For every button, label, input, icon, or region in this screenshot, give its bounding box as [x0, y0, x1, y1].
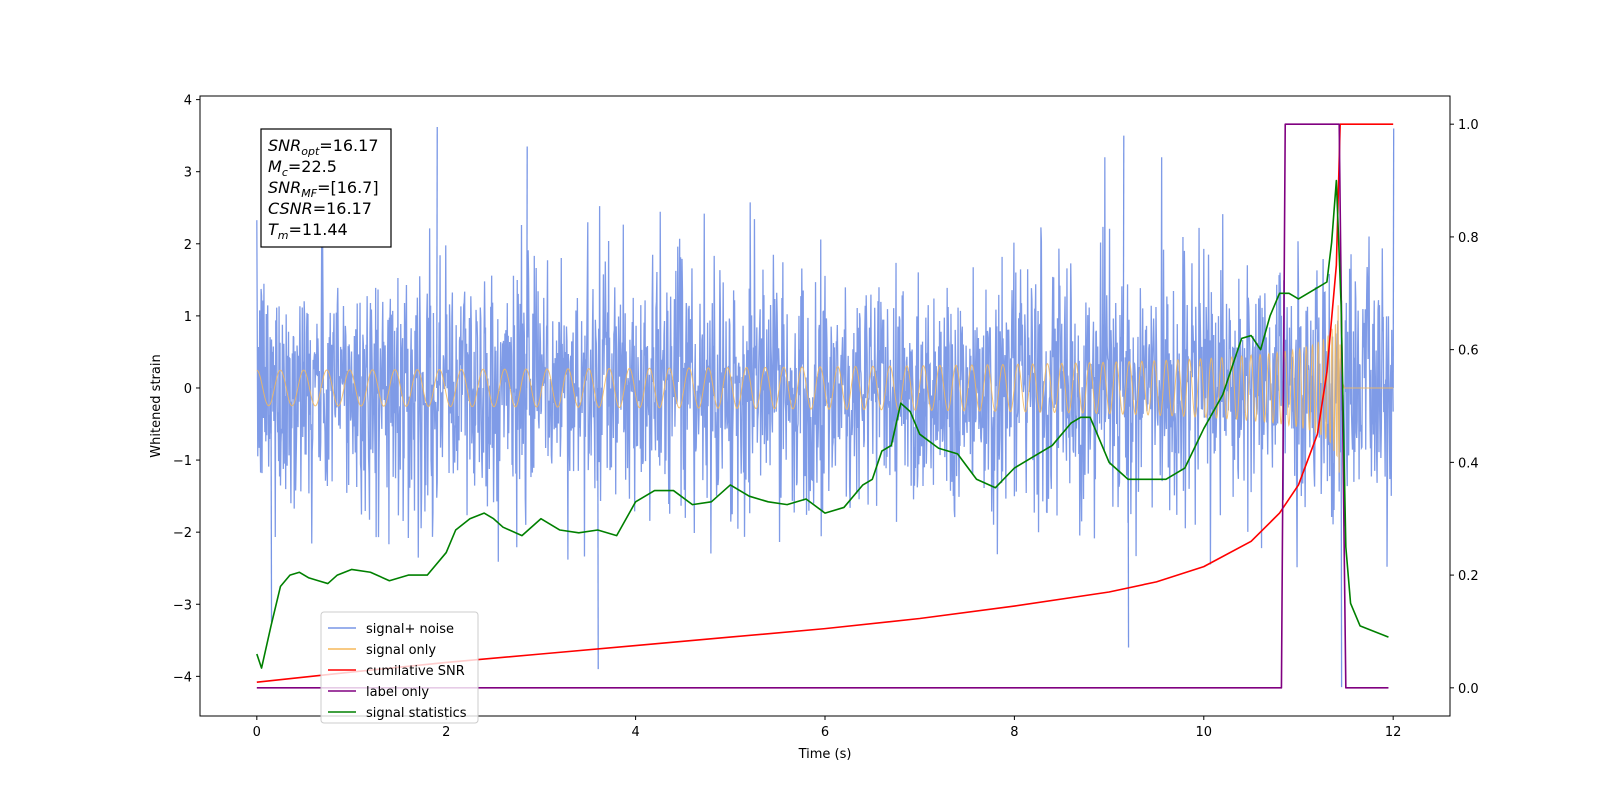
annotation-line: SNRopt=16.17 — [268, 136, 379, 158]
legend: signal+ noise signal only cumilative SNR la… — [320, 611, 479, 724]
annotation-box: SNRopt=16.17Mc=22.5SNRMF=[16.7]CSNR=16.1… — [260, 128, 392, 248]
annotation-frame — [260, 128, 392, 248]
y-right-tick-label: 0.6 — [1458, 344, 1479, 359]
noise-peak — [270, 387, 273, 623]
noise-peak — [1340, 387, 1343, 688]
y-right-tick-label: 0.4 — [1458, 456, 1479, 471]
x-axis: 0 2 4 6 8 10 12 — [253, 716, 1402, 740]
y-left-tick-label: 1 — [184, 310, 192, 325]
legend-label: cumilative SNR — [366, 664, 465, 679]
x-tick-label: 0 — [253, 725, 261, 740]
x-tick-label: 10 — [1196, 725, 1213, 740]
legend-frame — [320, 611, 479, 724]
noise-trace — [256, 157, 1394, 568]
y-left-tick-label: −1 — [173, 454, 192, 469]
signal-only-trace — [256, 305, 1394, 473]
series-signal-noise — [256, 126, 1395, 688]
legend-label: signal statistics — [366, 706, 467, 721]
annotation-line: Mc=22.5 — [268, 157, 337, 179]
series-line-label-only — [256, 123, 1389, 689]
x-tick-label: 12 — [1385, 725, 1402, 740]
legend-label: signal only — [366, 643, 436, 658]
noise-peak — [436, 126, 438, 388]
noise-peak — [526, 146, 528, 388]
annotation-line: CSNR=16.17 — [268, 199, 372, 218]
x-tick-label: 6 — [821, 725, 829, 740]
x-tick-label: 2 — [442, 725, 450, 740]
series-signal-only — [256, 305, 1394, 473]
noise-peak — [1127, 387, 1130, 648]
legend-label: label only — [366, 685, 429, 700]
y-left-tick-label: −2 — [173, 526, 192, 541]
y-axis-left: −4 −3 −2 −1 0 1 2 3 4 — [173, 94, 200, 685]
y-left-tick-label: 2 — [184, 238, 192, 253]
y-axis-left-title: Whitened strain — [149, 354, 164, 457]
y-left-tick-label: 3 — [184, 166, 192, 181]
series-line-signal-statistics — [256, 179, 1389, 669]
y-right-tick-label: 1.0 — [1458, 118, 1479, 133]
noise-peak — [597, 387, 599, 670]
x-axis-title: Time (s) — [798, 747, 852, 762]
annotation-line: SNRMF=[16.7] — [268, 178, 379, 200]
series-right-axis-lines — [256, 123, 1394, 689]
annotation-line: Tm=11.44 — [268, 220, 348, 242]
y-right-tick-label: 0.8 — [1458, 231, 1479, 246]
y-axis-right: 0.0 0.2 0.4 0.6 0.8 1.0 — [1450, 118, 1479, 697]
y-right-tick-label: 0.0 — [1458, 682, 1479, 697]
x-tick-label: 8 — [1010, 725, 1018, 740]
x-tick-label: 4 — [631, 725, 639, 740]
y-left-tick-label: −3 — [173, 598, 192, 613]
legend-label: signal+ noise — [366, 622, 454, 637]
noise-peak — [1392, 128, 1395, 388]
y-left-tick-label: −4 — [173, 670, 192, 685]
y-right-tick-label: 0.2 — [1458, 569, 1479, 584]
plot-area — [256, 123, 1395, 689]
y-left-tick-label: 0 — [184, 382, 192, 397]
noise-peak — [1122, 135, 1125, 388]
series-line-cumilative-snr — [256, 123, 1394, 683]
y-left-tick-label: 4 — [184, 94, 192, 109]
